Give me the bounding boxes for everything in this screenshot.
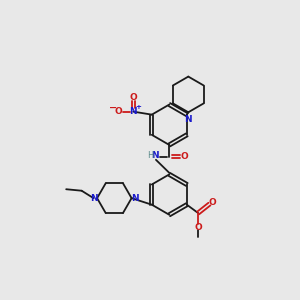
Text: N: N bbox=[131, 194, 139, 203]
Text: N: N bbox=[151, 152, 159, 160]
Text: O: O bbox=[181, 152, 189, 161]
Text: +: + bbox=[135, 104, 141, 110]
Text: O: O bbox=[208, 197, 216, 206]
Text: N: N bbox=[184, 115, 192, 124]
Text: O: O bbox=[194, 223, 202, 232]
Text: O: O bbox=[114, 107, 122, 116]
Text: H: H bbox=[147, 152, 153, 160]
Text: −: − bbox=[109, 103, 117, 112]
Text: O: O bbox=[130, 93, 137, 102]
Text: N: N bbox=[130, 107, 137, 116]
Text: N: N bbox=[90, 194, 97, 203]
